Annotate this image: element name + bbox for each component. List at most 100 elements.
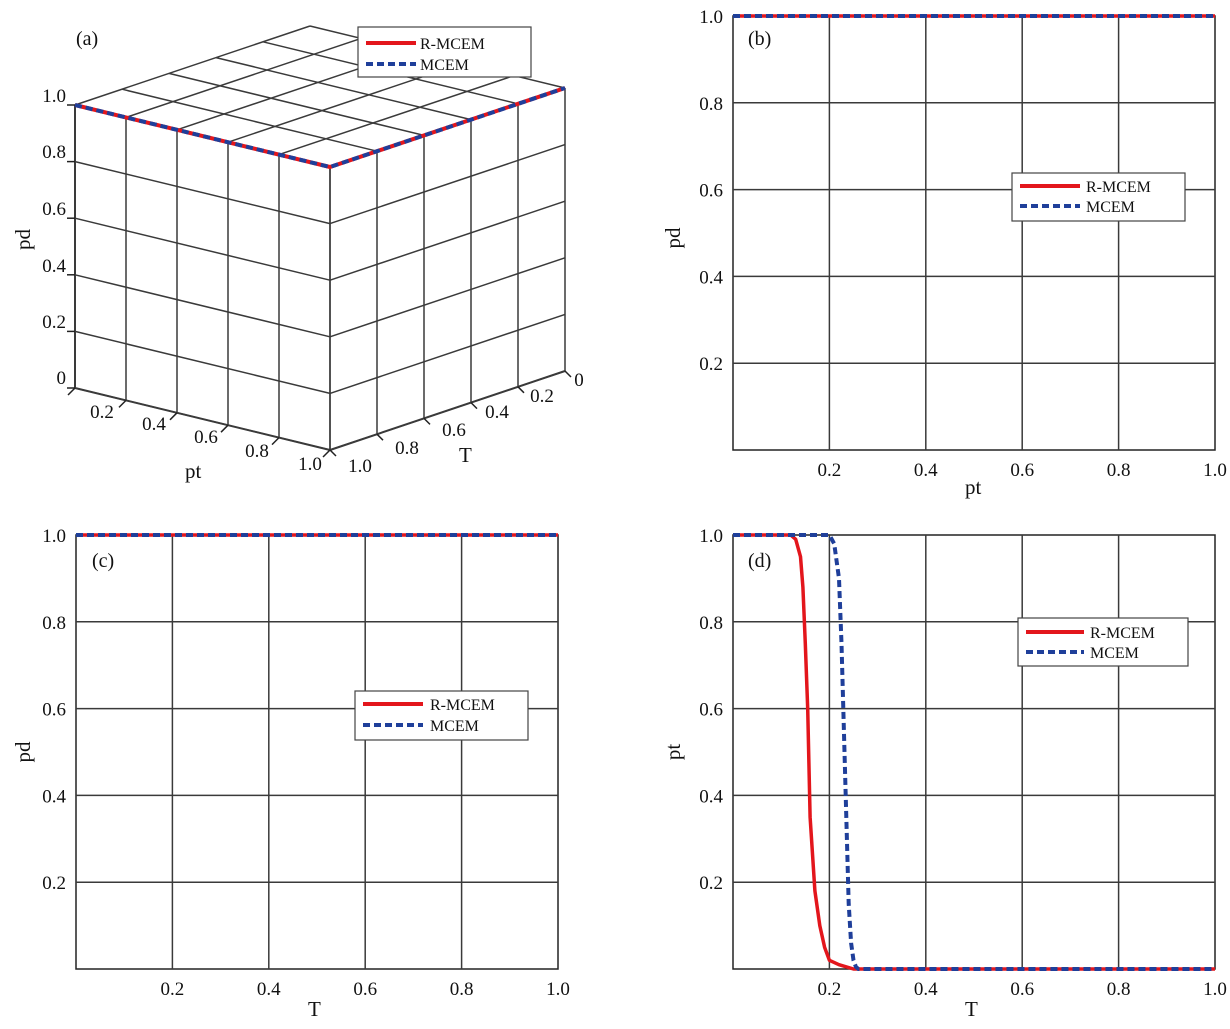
y-tick-label: 0.4 [699,786,723,807]
grid3d-top-pt-line [215,56,472,121]
tick3d-pt [169,412,178,421]
panel-d-legend: R-MCEM MCEM [1017,617,1189,667]
legend-box [1017,617,1189,667]
x-tick-label: 0.8 [450,979,474,1000]
tick3d-t [423,417,431,425]
grid3d-top-pt-line [168,72,425,137]
grid3d-left-horizontal [74,217,331,281]
legend-label-mcem: MCEM [1086,199,1135,216]
panel-c-grid [75,534,559,970]
series-r-mcem [733,533,1215,971]
y-tick-label: 0.8 [42,613,66,634]
panel-b-ylabel: pd [661,227,685,249]
y-tick-label: 0.6 [699,700,723,721]
panel-a-ztick: 0.6 [42,199,66,220]
panel-a-xtick: 0.8 [245,441,269,462]
legend-label-mcem: MCEM [420,57,469,74]
plot-frame [732,534,1216,970]
legend-box [1011,172,1186,222]
panel-b-legend: R-MCEM MCEM [1011,172,1186,222]
panel-a-ytick: 1.0 [348,456,372,477]
panel-a-ztick: 0.2 [42,312,66,333]
panel-a: (a) pd pt T 1.0 0.8 0.6 0.4 0.2 0 0.2 0.… [11,25,584,483]
x-tick-label: 0.2 [818,979,842,1000]
y-tick-label: 0.2 [699,354,723,375]
y-tick-label: 0.4 [42,786,66,807]
grid3d-right-horizontal [329,200,566,281]
panel-c: (c) T pd 0.2 0.4 0.6 0.8 1.00.20.40.60.81.0 … [11,526,570,1021]
panel-a-xtick: 0.4 [142,414,166,435]
x-tick-label: 0.2 [161,979,185,1000]
legend-box [357,26,532,78]
panel-a-lines [74,86,566,169]
panel-b: (b) pt pd 0.2 0.4 0.6 0.8 1.0 0.2 0.4 0.6 0.8 1.0… [661,7,1227,499]
panel-a-ztick: 0.8 [42,142,66,163]
panel-a-grid [67,25,572,458]
legend-label-r-mcem: R-MCEM [1090,625,1155,642]
panel-a-xtick: 1.0 [298,454,322,475]
series3d-mcem [74,86,566,169]
x-tick-label: 0.2 [818,460,842,481]
legend-label-r-mcem: R-MCEM [430,697,495,714]
x-tick-label: 1.0 [1203,460,1227,481]
series3d-r-mcem [74,86,566,169]
tick3d-t [376,433,384,441]
y-tick-label: 1.0 [42,526,66,547]
grid3d-right-horizontal [329,313,566,395]
panel-a-ytick: 0.8 [395,438,419,459]
grid3d-left-horizontal [74,274,331,338]
panel-d-xlabel: T [965,997,978,1021]
grid3d-left-horizontal [74,330,331,395]
legend-box [354,690,529,741]
panel-a-xlabel: pt [185,459,202,483]
panel-d-ticks: 0.2 0.4 0.6 0.8 1.0 0.2 0.4 0.6 0.8 1.0 [699,526,1227,1000]
y-tick-label: 0.4 [699,267,723,288]
y-tick-label: 1.0 [699,7,723,28]
axis3d-t [329,370,566,451]
panel-c-ylabel: pd [11,741,35,763]
y-tick-label: 0.8 [699,613,723,634]
panel-d-label: (d) [748,550,771,572]
tick3d-pt [271,437,280,446]
panel-a-ytick: 0 [574,370,584,391]
tick3d-t [329,449,337,457]
grid3d-left-horizontal [74,160,331,225]
x-tick-label: 0.4 [257,979,281,1000]
tick3d-pt [118,399,127,408]
grid3d-right-horizontal [329,143,566,225]
plot-frame [732,15,1216,451]
tick3d-pt [67,387,76,396]
panel-a-ztick: 1.0 [42,86,66,107]
panel-b-grid [732,15,1216,451]
panel-d-grid [732,534,1216,970]
panel-c-legend: R-MCEM MCEM [354,690,529,741]
legend-label-r-mcem: R-MCEM [420,36,485,53]
panel-a-xtick: 0.6 [194,427,218,448]
y-tick-label: 0.6 [699,181,723,202]
x-tick-label: 0.4 [914,979,938,1000]
legend-label-r-mcem: R-MCEM [1086,179,1151,196]
tick3d-pt [220,424,229,433]
grid3d-top-t-line [278,74,515,156]
axis3d-pt [74,387,331,451]
panel-a-ylabel: T [459,443,472,467]
tick3d-pt [322,449,331,458]
panel-b-label: (b) [748,28,771,50]
panel-c-xlabel: T [308,997,321,1021]
panel-a-ytick: 0.6 [442,420,466,441]
x-tick-label: 0.6 [353,979,377,1000]
y-tick-label: 0.8 [699,94,723,115]
panel-a-xtick: 0.2 [90,402,114,423]
panel-a-zlabel: pd [11,229,35,251]
panel-a-legend: R-MCEM MCEM [357,26,532,78]
panel-b-xlabel: pt [965,475,982,499]
panel-c-label: (c) [92,550,114,572]
grid3d-top-t-line [125,37,362,119]
y-tick-label: 0.2 [699,873,723,894]
plot-frame [75,534,559,970]
x-tick-label: 0.6 [1010,460,1034,481]
legend-label-mcem: MCEM [1090,645,1139,662]
panel-a-label: (a) [76,28,98,50]
